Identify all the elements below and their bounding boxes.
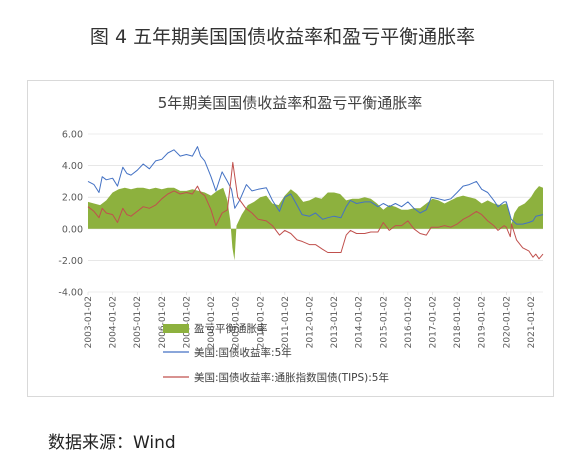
x-tick-label: 2012-01-02 <box>305 296 315 348</box>
x-axis: 2003-01-02 2004-01-02 2005-01-02 2006-01-02… <box>84 292 537 348</box>
x-tick-label: 2003-01-02 <box>84 296 94 348</box>
figure-caption: 图 4 五年期美国国债收益率和盈亏平衡通胀率 <box>89 26 476 48</box>
legend-label-tips: 美国:国债收益率:通胀指数国债(TIPS):5年 <box>194 371 389 384</box>
x-tick-label: 2008-01-02 <box>207 296 217 348</box>
x-tick-label: 2006-01-02 <box>158 296 168 348</box>
x-tick-label: 2014-01-02 <box>355 296 365 348</box>
y-tick-label: -2.00 <box>58 256 83 267</box>
x-tick-label: 2010-01-02 <box>256 296 266 348</box>
series-tips-yield-line <box>87 161 544 260</box>
area-layer <box>88 186 543 261</box>
y-tick-label: 2.00 <box>62 193 83 204</box>
y-tick-label: -4.00 <box>58 288 83 299</box>
chart-title: 5年期美国国债收益率和盈亏平衡通胀率 <box>158 94 423 112</box>
series-breakeven-area <box>88 186 543 261</box>
series-nominal-yield-line <box>87 146 544 225</box>
legend: 盈亏平衡通胀率 美国:国债收益率:5年 美国:国债收益率:通胀指数国债(TIPS… <box>163 322 389 384</box>
x-tick-label: 2004-01-02 <box>109 296 119 348</box>
y-tick-label: 4.00 <box>62 161 83 172</box>
y-tick-label: 6.00 <box>62 130 83 141</box>
legend-label-breakeven: 盈亏平衡通胀率 <box>194 322 268 335</box>
x-tick-label: 2007-01-02 <box>182 296 192 348</box>
x-tick-label: 2009-01-02 <box>232 296 242 348</box>
x-tick-label: 2019-01-02 <box>478 296 488 348</box>
y-axis: 6.00 4.00 2.00 0.00 -2.00 -4.00 <box>58 130 83 299</box>
x-tick-label: 2020-01-02 <box>502 296 512 348</box>
x-tick-label: 2013-01-02 <box>330 296 340 348</box>
x-tick-label: 2018-01-02 <box>453 296 463 348</box>
legend-label-nominal: 美国:国债收益率:5年 <box>194 346 292 359</box>
chart: 5年期美国国债收益率和盈亏平衡通胀率 6.00 4.00 2.00 0.00 -2.00… <box>58 94 544 384</box>
x-tick-label: 2016-01-02 <box>404 296 414 348</box>
y-tick-label: 0.00 <box>62 224 83 235</box>
x-tick-label: 2015-01-02 <box>379 296 389 348</box>
legend-swatch-breakeven <box>163 324 189 333</box>
x-tick-label: 2017-01-02 <box>429 296 439 348</box>
x-tick-label: 2011-01-02 <box>281 296 291 348</box>
x-tick-label: 2005-01-02 <box>133 296 143 348</box>
data-source: 数据来源：Wind <box>48 433 176 453</box>
chart-frame: 5年期美国国债收益率和盈亏平衡通胀率 6.00 4.00 2.00 0.00 -2.00… <box>27 80 554 397</box>
line-layer <box>87 146 544 260</box>
x-tick-label: 2021-01-02 <box>527 296 537 348</box>
